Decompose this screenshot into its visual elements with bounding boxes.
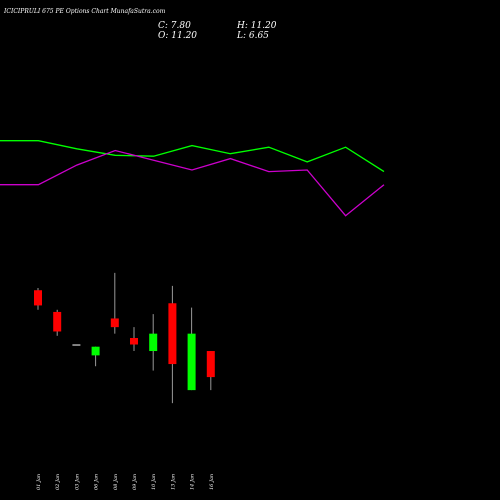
x-tick-label: 03 Jan [74,474,80,490]
indicator-lines [0,140,385,217]
indicator-line-2 [0,149,385,217]
x-tick-label: 09 Jan [132,474,138,490]
candle-body [91,346,100,356]
indicator-line-1 [0,140,385,173]
x-tick-label: 14 Jan [190,474,196,490]
candle-body [110,318,119,328]
candle-02-jan [53,309,62,336]
x-tick-label: 01 Jan [36,474,42,490]
x-tick-label: 06 Jan [94,474,100,490]
x-tick-label: 08 Jan [113,474,119,490]
candle-body [53,311,62,332]
close-label: C: 7.80 [158,21,191,31]
candles [34,272,215,404]
candle-body [72,344,81,346]
x-tick-label: 02 Jan [55,474,61,490]
candle-10-jan [149,314,158,371]
candle-16-jan [206,351,215,391]
candle-06-jan [91,346,100,367]
candle-08-jan [110,272,119,334]
candle-14-jan [187,307,196,391]
low-label: L: 6.65 [236,31,269,41]
x-tick-label: 16 Jan [209,474,215,490]
candle-13-jan [168,285,177,404]
candle-body [187,333,196,391]
chart-title: ICICIPRULI 675 PE Options Chart MunafaSu… [3,8,166,15]
candle-03-jan [72,344,81,346]
candle-body [168,303,177,365]
candle-01-jan [34,288,42,310]
candle-09-jan [130,327,138,352]
x-tick-label: 13 Jan [170,474,176,490]
open-label: O: 11.20 [158,31,197,41]
candle-body [149,333,158,352]
candle-body [34,290,42,306]
candle-body [130,338,138,345]
candle-body [206,351,215,378]
high-label: H: 11.20 [236,21,277,31]
x-axis-ticks: 01 Jan 02 Jan 03 Jan 06 Jan 08 Jan 09 Jan 10 J… [36,474,215,490]
x-tick-label: 10 Jan [151,474,157,490]
